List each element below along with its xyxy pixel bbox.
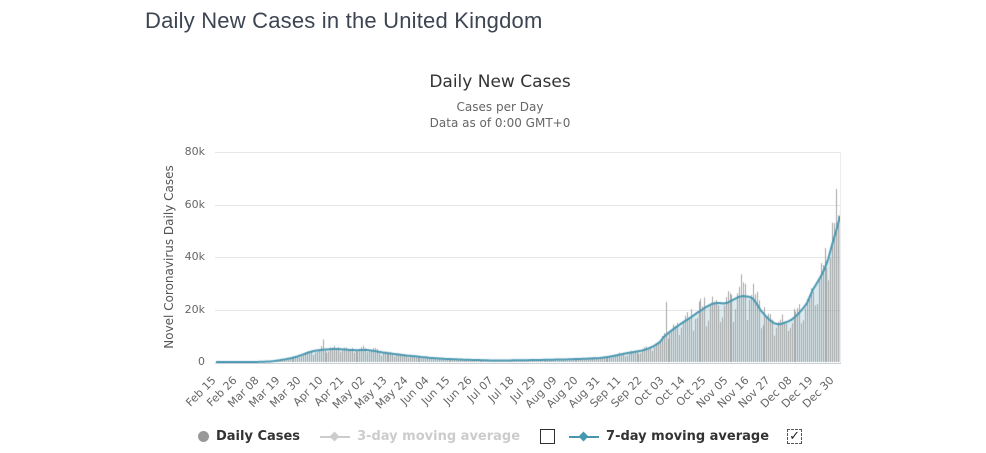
legend-label-daily-cases: Daily Cases [215, 428, 301, 444]
y-tick-label: 60k [184, 198, 205, 211]
x-axis-line [215, 363, 841, 364]
y-tick-label: 0 [198, 355, 205, 368]
legend-label-7day-avg: 7-day moving average [606, 428, 770, 444]
legend-item-7day-moving-average[interactable]: 7-day moving average [569, 429, 769, 444]
y-tick-label: 40k [184, 250, 205, 263]
checkbox-checked[interactable]: ✓ [787, 428, 803, 444]
chart-title: Daily New Cases [429, 72, 571, 92]
legend-item-daily-cases[interactable]: Daily Cases [197, 428, 301, 444]
y-tick-label: 20k [184, 303, 205, 316]
3day-avg-marker-icon [320, 431, 351, 442]
chart-subtitle-line2: Data as of 0:00 GMT+0 [429, 116, 571, 130]
page-title: Daily New Cases in the United Kingdom [145, 8, 543, 33]
legend-item-3day-moving-average[interactable]: 3-day moving average [320, 429, 520, 444]
legend-label-3day-avg: 3-day moving average [357, 428, 521, 444]
chart-subtitle-line1: Cases per Day [456, 100, 544, 114]
chart-legend: Daily Cases 3-day moving average 7-day m… [150, 424, 850, 448]
plot-right-border [840, 152, 841, 363]
chart-plot-canvas [215, 151, 841, 363]
daily-cases-marker-icon [197, 430, 209, 442]
7day-avg-marker-icon [569, 431, 600, 442]
checkbox-unchecked[interactable] [540, 428, 556, 444]
y-tick-label: 80k [184, 145, 205, 158]
